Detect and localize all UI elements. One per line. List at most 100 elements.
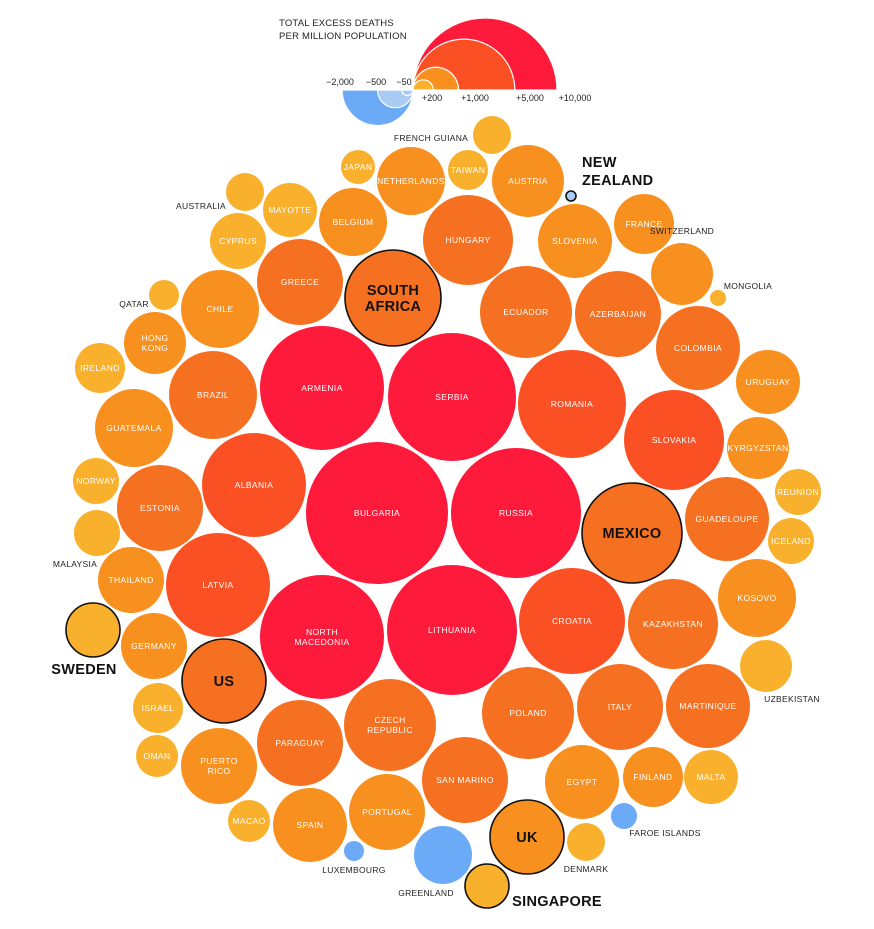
bubble-label-iceland: ICELAND xyxy=(771,536,811,546)
bubble-south-africa[interactable] xyxy=(344,249,442,347)
bubble-label-romania: ROMANIA xyxy=(551,399,593,409)
bubble-italy[interactable] xyxy=(577,664,663,750)
bubble-brazil[interactable] xyxy=(169,351,257,439)
bubble-greenland[interactable] xyxy=(414,826,472,884)
bubble-mongolia[interactable] xyxy=(710,290,726,306)
bubble-singapore[interactable] xyxy=(464,863,510,909)
bubble-uruguay[interactable] xyxy=(736,350,800,414)
bubble-hong-kong[interactable] xyxy=(124,312,186,374)
bubble-labels: BULGARIA RUSSIA LITHUANIA SERBIA NORTH MACEDO… xyxy=(51,133,819,910)
bubble-netherlands[interactable] xyxy=(377,147,445,215)
bubble-kazakhstan[interactable] xyxy=(628,579,718,669)
bubble-greece[interactable] xyxy=(257,239,343,325)
bubble-germany[interactable] xyxy=(121,613,187,679)
bubble-norway[interactable] xyxy=(73,458,119,504)
bubble-croatia[interactable] xyxy=(519,568,625,674)
bubble-label-malaysia: MALAYSIA xyxy=(53,559,97,569)
bubble-label-brazil: BRAZIL xyxy=(197,390,229,400)
bubble-oman[interactable] xyxy=(136,735,178,777)
bubble-armenia[interactable] xyxy=(260,326,384,450)
bubble-ecuador[interactable] xyxy=(480,266,572,358)
bubble-label-australia: AUSTRALIA xyxy=(176,201,226,211)
bubble-taiwan[interactable] xyxy=(448,150,488,190)
bubble-slovakia[interactable] xyxy=(624,390,724,490)
bubble-luxembourg[interactable] xyxy=(344,841,364,861)
bubble-ireland[interactable] xyxy=(75,343,125,393)
bubble-french-guiana[interactable] xyxy=(473,116,511,154)
legend-tick-50: −50 xyxy=(396,77,411,87)
bubble-label-sweden: SWEDEN xyxy=(51,662,116,678)
bubble-cyprus[interactable] xyxy=(210,213,266,269)
bubble-serbia[interactable] xyxy=(388,333,516,461)
bubble-chile[interactable] xyxy=(181,270,259,348)
bubble-label-guatemala: GUATEMALA xyxy=(106,423,161,433)
bubble-guadeloupe[interactable] xyxy=(685,477,769,561)
bubble-label-austria: AUSTRIA xyxy=(508,176,548,186)
bubble-mexico[interactable] xyxy=(581,482,683,584)
bubble-russia[interactable] xyxy=(451,448,581,578)
bubble-malaysia[interactable] xyxy=(74,510,120,556)
bubble-azerbaijan[interactable] xyxy=(575,271,661,357)
bubble-kosovo[interactable] xyxy=(718,559,796,637)
bubble-hungary[interactable] xyxy=(423,195,513,285)
bubble-label-taiwan: TAIWAN xyxy=(451,165,486,175)
bubble-label-martinique: MARTINIQUE xyxy=(679,701,736,711)
bubble-label-denmark: DENMARK xyxy=(564,864,609,874)
bubble-uk[interactable] xyxy=(489,799,565,875)
bubble-qatar[interactable] xyxy=(149,280,179,310)
bubble-japan[interactable] xyxy=(341,150,375,184)
bubble-iceland[interactable] xyxy=(768,518,814,564)
bubble-czech-republic[interactable] xyxy=(344,679,436,771)
bubble-austria[interactable] xyxy=(492,145,564,217)
bubble-macao[interactable] xyxy=(228,800,270,842)
bubble-mayotte[interactable] xyxy=(263,183,317,237)
bubble-reunion[interactable] xyxy=(775,469,821,515)
bubble-label-faroe-islands: FAROE ISLANDS xyxy=(629,828,700,838)
legend-tick-500: −500 xyxy=(366,77,386,87)
bubble-us[interactable] xyxy=(181,638,267,724)
bubble-new-zealand[interactable] xyxy=(565,190,577,202)
bubble-romania[interactable] xyxy=(518,350,626,458)
bubble-lithuania[interactable] xyxy=(387,565,517,695)
bubble-label-cyprus: CYPRUS xyxy=(219,236,257,246)
bubble-guatemala[interactable] xyxy=(95,389,173,467)
bubble-thailand[interactable] xyxy=(98,547,164,613)
bubble-colombia[interactable] xyxy=(656,306,740,390)
bubble-finland[interactable] xyxy=(623,747,683,807)
bubble-latvia[interactable] xyxy=(166,533,270,637)
bubble-label-kyrgyzstan: KYRGYZSTAN xyxy=(728,443,789,453)
bubble-poland[interactable] xyxy=(482,667,574,759)
bubble-portugal[interactable] xyxy=(349,774,425,850)
bubble-label-norway: NORWAY xyxy=(76,476,116,486)
bubble-bulgaria[interactable] xyxy=(306,442,448,584)
bubble-australia[interactable] xyxy=(226,173,264,211)
bubble-label-bulgaria: BULGARIA xyxy=(354,508,400,518)
bubble-estonia[interactable] xyxy=(117,465,203,551)
bubble-switzerland[interactable] xyxy=(651,243,713,305)
bubble-label-netherlands: NETHERLANDS xyxy=(377,176,445,186)
bubble-belgium[interactable] xyxy=(319,188,387,256)
bubble-albania[interactable] xyxy=(202,433,306,537)
bubble-label-spain: SPAIN xyxy=(297,820,324,830)
bubble-san-marino[interactable] xyxy=(422,737,508,823)
bubble-north-macedonia[interactable] xyxy=(260,575,384,699)
bubble-spain[interactable] xyxy=(273,788,347,862)
bubble-sweden[interactable] xyxy=(65,602,121,658)
bubble-kyrgyzstan[interactable] xyxy=(727,417,789,479)
bubble-faroe-islands[interactable] xyxy=(611,803,637,829)
bubble-malta[interactable] xyxy=(684,750,738,804)
bubble-egypt[interactable] xyxy=(545,745,619,819)
bubble-label-paraguay: PARAGUAY xyxy=(275,738,324,748)
bubble-label-kazakhstan: KAZAKHSTAN xyxy=(643,619,703,629)
bubble-label-colombia: COLOMBIA xyxy=(674,343,722,353)
bubble-puerto-rico[interactable] xyxy=(181,728,257,804)
bubble-paraguay[interactable] xyxy=(257,700,343,786)
bubble-label-mexico: MEXICO xyxy=(603,526,662,542)
bubble-uzbekistan[interactable] xyxy=(740,640,792,692)
bubble-martinique[interactable] xyxy=(666,664,750,748)
bubble-slovenia[interactable] xyxy=(538,204,612,278)
bubble-label-oman: OMAN xyxy=(143,751,170,761)
bubble-denmark[interactable] xyxy=(567,823,605,861)
bubble-israel[interactable] xyxy=(133,683,183,733)
bubble-france[interactable] xyxy=(614,194,674,254)
